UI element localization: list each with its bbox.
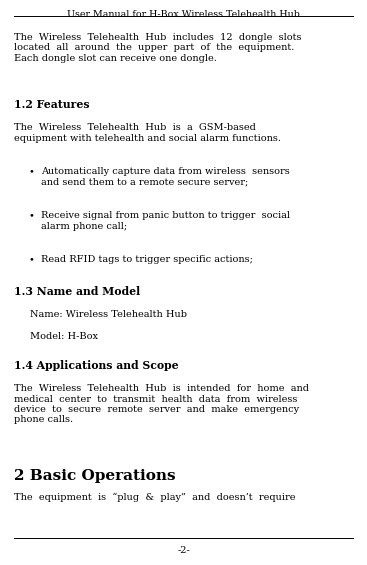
- Text: The  equipment  is  “plug  &  play”  and  doesn’t  require: The equipment is “plug & play” and doesn…: [14, 493, 295, 502]
- Text: The  Wireless  Telehealth  Hub  includes  12  dongle  slots
located  all  around: The Wireless Telehealth Hub includes 12 …: [14, 33, 301, 63]
- Text: Read RFID tags to trigger specific actions;: Read RFID tags to trigger specific actio…: [41, 255, 253, 264]
- Text: •: •: [29, 167, 34, 176]
- Text: The  Wireless  Telehealth  Hub  is  a  GSM-based
equipment with telehealth and s: The Wireless Telehealth Hub is a GSM-bas…: [14, 123, 281, 142]
- Text: Name: Wireless Telehealth Hub: Name: Wireless Telehealth Hub: [30, 310, 188, 319]
- Text: Receive signal from panic button to trigger  social
alarm phone call;: Receive signal from panic button to trig…: [41, 211, 290, 231]
- Text: Model: H-Box: Model: H-Box: [30, 332, 98, 341]
- Text: •: •: [29, 211, 34, 220]
- Text: •: •: [29, 255, 34, 264]
- Text: 1.3 Name and Model: 1.3 Name and Model: [14, 286, 140, 297]
- Text: User Manual for H-Box Wireless Telehealth Hub: User Manual for H-Box Wireless Telehealt…: [67, 10, 300, 19]
- Text: 1.2 Features: 1.2 Features: [14, 99, 90, 110]
- Text: 2 Basic Operations: 2 Basic Operations: [14, 469, 175, 483]
- Text: The  Wireless  Telehealth  Hub  is  intended  for  home  and
medical  center  to: The Wireless Telehealth Hub is intended …: [14, 384, 309, 424]
- Text: Automatically capture data from wireless  sensors
and send them to a remote secu: Automatically capture data from wireless…: [41, 167, 290, 186]
- Text: -2-: -2-: [177, 546, 190, 555]
- Text: 1.4 Applications and Scope: 1.4 Applications and Scope: [14, 360, 179, 371]
